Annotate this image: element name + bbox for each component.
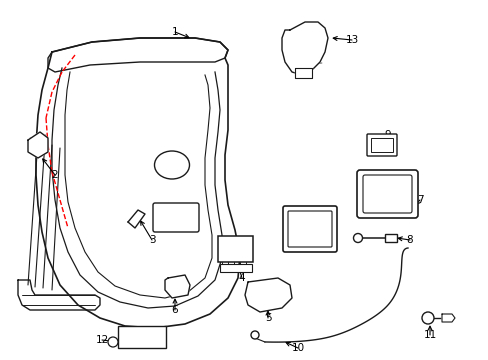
Polygon shape	[282, 22, 327, 75]
Bar	[118, 326, 165, 348]
Circle shape	[250, 331, 259, 339]
FancyBboxPatch shape	[366, 134, 396, 156]
Text: 3: 3	[148, 235, 155, 245]
Polygon shape	[164, 275, 190, 298]
Polygon shape	[244, 278, 291, 312]
Circle shape	[421, 312, 433, 324]
Text: 13: 13	[345, 35, 358, 45]
Text: 6: 6	[171, 305, 178, 315]
Text: 10: 10	[291, 343, 304, 353]
Polygon shape	[28, 132, 48, 158]
Bar	[220, 264, 251, 272]
Circle shape	[108, 337, 118, 347]
Polygon shape	[48, 38, 227, 72]
Polygon shape	[18, 280, 100, 310]
Text: 4: 4	[238, 273, 245, 283]
Polygon shape	[294, 68, 311, 78]
Bar	[384, 234, 396, 242]
Text: 1: 1	[171, 27, 178, 37]
Text: 8: 8	[406, 235, 412, 245]
FancyBboxPatch shape	[356, 170, 417, 218]
FancyBboxPatch shape	[283, 206, 336, 252]
Text: 11: 11	[423, 330, 436, 340]
Text: 12: 12	[95, 335, 108, 345]
Text: 7: 7	[416, 195, 423, 205]
Polygon shape	[36, 38, 240, 328]
Text: 14: 14	[301, 213, 314, 223]
Text: 5: 5	[264, 313, 271, 323]
Text: 2: 2	[52, 170, 58, 180]
Bar	[370, 138, 392, 152]
Bar	[218, 236, 252, 262]
Text: 9: 9	[384, 130, 390, 140]
FancyBboxPatch shape	[153, 203, 199, 232]
Circle shape	[353, 234, 362, 243]
Polygon shape	[441, 314, 454, 322]
Polygon shape	[128, 210, 145, 228]
